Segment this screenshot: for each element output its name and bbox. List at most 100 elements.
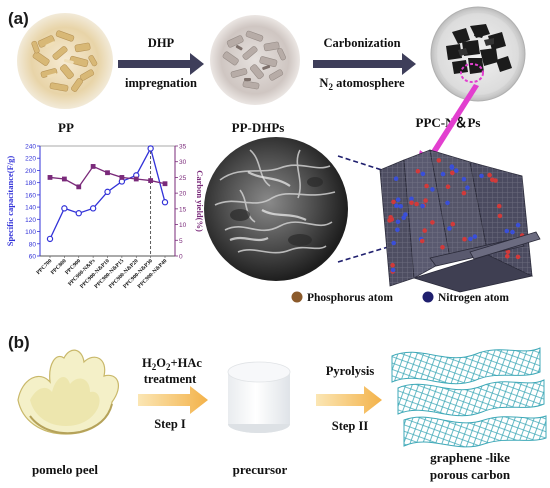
y2-tick-label: 0 (179, 254, 183, 261)
carbon-yield-point (162, 181, 168, 187)
phosphorus-atom-dot (515, 254, 521, 260)
step1-bottom-label: impregnation (125, 76, 197, 90)
phosphorus-atom-dot (440, 245, 445, 250)
nitrogen-atom-dot (401, 215, 407, 221)
precursor-label: precursor (233, 462, 288, 477)
y-tick-label: 80 (29, 241, 37, 248)
nitrogen-atom-dot (409, 196, 414, 202)
ppc-dish-image (430, 6, 526, 102)
phosphorus-atom-dot (423, 198, 428, 203)
nitrogen-atom-dot (395, 219, 401, 225)
nitrogen-atom-dot (449, 165, 455, 170)
zoom-connector-lines (337, 155, 389, 263)
step-i-treatment-label: treatment (144, 372, 197, 386)
y-tick-label: 120 (25, 217, 36, 224)
carbon-yield-point (90, 164, 96, 169)
phosphorus-atom-dot (391, 199, 396, 205)
y-axis-label: Specific capacitance(F/g) (5, 156, 15, 247)
carbon-yield-point (76, 184, 82, 190)
phosphorus-atom-dot (409, 200, 414, 205)
arrow-step-i (138, 386, 208, 414)
y2-tick-label: 25 (179, 175, 187, 182)
carbon-yield-line (49, 165, 166, 188)
phosphorus-legend-dot (291, 291, 303, 303)
phosphorus-atom-dot (497, 213, 503, 219)
pomelo-peel-image (17, 349, 120, 435)
carbon-yield-point (148, 178, 154, 183)
nitrogen-atom-dot (394, 203, 399, 208)
phosphorus-atom-dot (496, 203, 502, 209)
y-tick-label: 240 (25, 144, 36, 151)
nitrogen-atom-dot (461, 176, 467, 182)
pp-dhps-image (210, 15, 300, 105)
phosphorus-atom-dot (445, 184, 451, 189)
pp-dhps-label: PP-DHPs (232, 120, 285, 135)
phosphorus-legend-label: Phosphorus atom (307, 292, 393, 304)
phosphorus-atom-dot (390, 262, 395, 268)
nitrogen-atom-dot (430, 187, 435, 192)
y2-tick-label: 20 (179, 191, 187, 198)
y-tick-label: 100 (25, 229, 36, 236)
carbon-yield-point (133, 176, 139, 182)
nitrogen-atom-dot (390, 267, 396, 273)
phosphorus-atom-dot (461, 190, 467, 196)
nitrogen-atom-dot (479, 173, 484, 179)
nitrogen-atom-dot (445, 200, 450, 206)
y-tick-label: 160 (25, 192, 36, 199)
y-tick-label: 140 (25, 205, 36, 212)
carbon-yield-point (105, 170, 110, 176)
nitrogen-atom-dot (420, 171, 426, 177)
carbon-yield-point (119, 175, 125, 180)
y-tick-label: 200 (25, 168, 36, 175)
capacitance-point (161, 199, 169, 206)
nitrogen-atom-dot (395, 227, 400, 233)
phosphorus-atom-dot (424, 183, 429, 189)
phosphorus-atom-dot (414, 201, 419, 207)
dual-axis-chart: 60 80 100 120 140 160 180 200 220 240 0 5 10 15 20 25 30… (5, 144, 205, 290)
y2-tick-label: 10 (179, 222, 187, 229)
carbon-sheet-schematic (379, 149, 541, 293)
pyrolysis-label: Pyrolysis (326, 364, 375, 378)
nitrogen-legend-label: Nitrogen atom (438, 292, 509, 304)
phosphorus-atom-dot (505, 253, 510, 259)
nitrogen-atom-dot (515, 222, 521, 228)
phosphorus-atom-dot (430, 220, 435, 225)
phosphorus-atom-dot (436, 158, 442, 163)
phosphorus-atom-dot (450, 170, 455, 176)
magnified-region-marker (460, 63, 484, 83)
phosphorus-atom-dot (415, 168, 421, 174)
step2-top-label: Carbonization (323, 36, 400, 50)
phosphorus-atom-dot (493, 178, 498, 183)
y2-axis-label: Carbon yield(%) (195, 170, 205, 232)
nitrogen-atom-dot (465, 185, 470, 190)
nitrogen-atom-dot (398, 204, 404, 209)
graphene-label-line2: porous carbon (430, 467, 511, 482)
step1-top-label: DHP (148, 36, 175, 50)
phosphorus-atom-dot (388, 215, 393, 220)
nitrogen-atom-dot (504, 228, 510, 234)
ppc-label: PPC-N＆Ps (416, 115, 481, 130)
panel-a-label: (a) (8, 9, 29, 28)
step-i-reagent-label: H2O2+HAc (142, 356, 202, 372)
carbon-yield-point (61, 176, 67, 182)
capacitance-point (75, 210, 82, 217)
capacitance-point (147, 145, 154, 152)
graphene-label-line1: graphene -like (430, 450, 510, 465)
precursor-image (227, 361, 291, 433)
strip-sheet (429, 231, 541, 267)
y2-tick-label: 15 (179, 206, 187, 213)
pp-label: PP (58, 120, 74, 135)
nitrogen-atom-dot (454, 168, 459, 173)
sem-image (204, 137, 348, 281)
carbon-yield-point (47, 175, 53, 180)
nitrogen-atom-dot (393, 176, 399, 181)
step2-bottom-label: N2 atomosphere (319, 76, 405, 92)
y-tick-label: 180 (25, 180, 36, 187)
phosphorus-atom-dot (419, 238, 425, 244)
step-i-label: Step I (154, 417, 186, 431)
step-ii-label: Step II (332, 419, 369, 433)
pp-image (17, 13, 113, 109)
y-tick-label: 60 (29, 254, 37, 261)
arrow-carbonization (313, 53, 416, 75)
